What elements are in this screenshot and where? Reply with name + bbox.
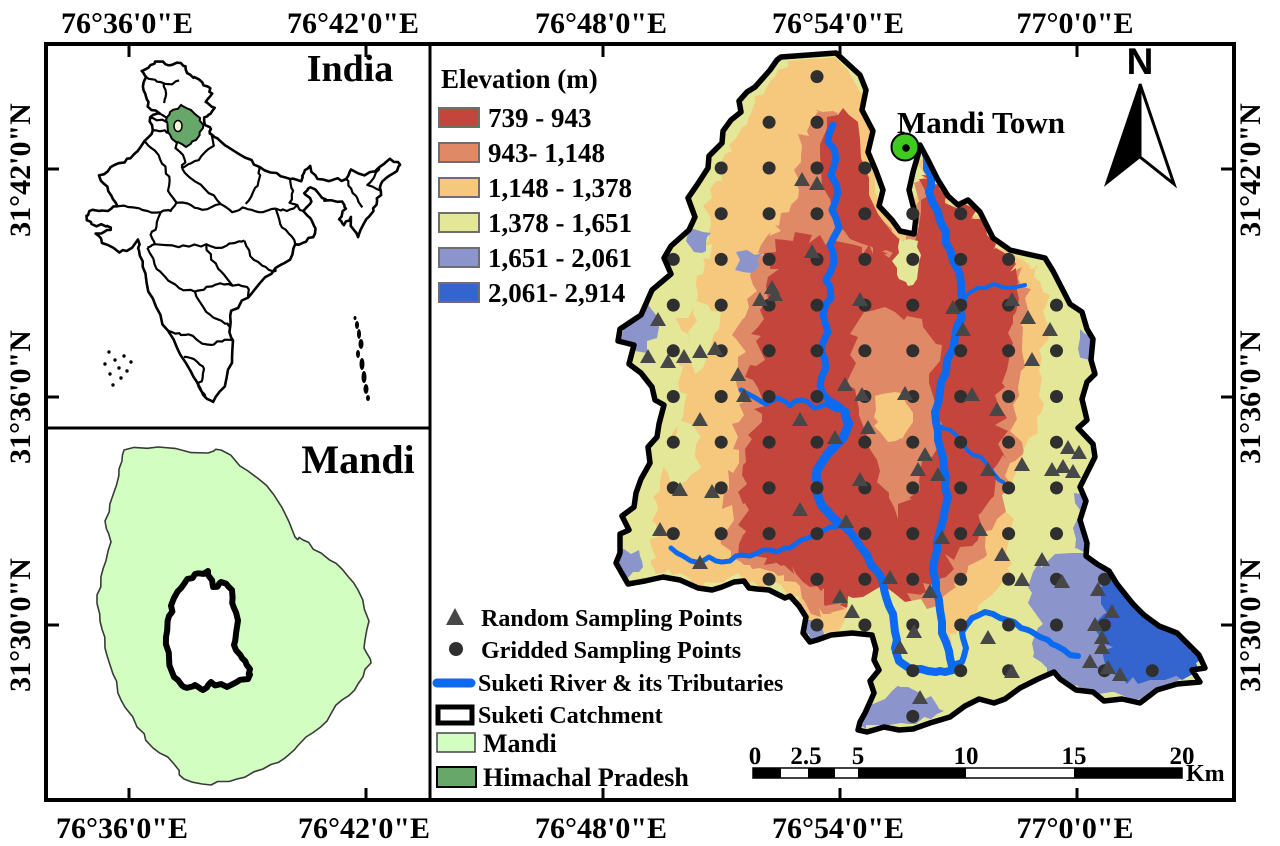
svg-text:31°36'0"N: 31°36'0"N (4, 330, 37, 464)
svg-text:76°36'0"E: 76°36'0"E (56, 812, 188, 845)
svg-text:1,378 - 1,651: 1,378 - 1,651 (488, 208, 632, 238)
svg-text:Mandi: Mandi (301, 437, 414, 482)
svg-text:5: 5 (852, 743, 865, 770)
svg-text:Random Sampling Points: Random Sampling Points (481, 606, 742, 632)
svg-text:76°48'0"E: 76°48'0"E (535, 812, 667, 845)
svg-text:2,061- 2,914: 2,061- 2,914 (488, 278, 625, 308)
svg-text:0: 0 (749, 743, 762, 770)
svg-text:1,148 - 1,378: 1,148 - 1,378 (488, 173, 632, 203)
svg-text:77°0'0"E: 77°0'0"E (1017, 7, 1134, 40)
svg-text:31°42'0"N: 31°42'0"N (1234, 103, 1267, 237)
svg-text:2.5: 2.5 (790, 743, 821, 770)
svg-text:Himachal Pradesh: Himachal Pradesh (483, 763, 689, 792)
svg-text:76°42'0"E: 76°42'0"E (287, 7, 419, 40)
svg-text:76°54'0"E: 76°54'0"E (772, 7, 904, 40)
svg-text:31°30'0"N: 31°30'0"N (1234, 558, 1267, 692)
svg-text:Km: Km (1186, 761, 1225, 787)
svg-text:31°36'0"N: 31°36'0"N (1234, 330, 1267, 464)
svg-text:Gridded Sampling Points: Gridded Sampling Points (481, 638, 741, 664)
svg-text:76°48'0"E: 76°48'0"E (535, 7, 667, 40)
svg-text:Suketi Catchment: Suketi Catchment (478, 703, 663, 729)
svg-text:Mandi: Mandi (483, 729, 557, 758)
svg-text:Elevation (m): Elevation (m) (441, 64, 598, 94)
svg-text:India: India (307, 48, 394, 90)
svg-text:Suketi River & its Tributaries: Suketi River & its Tributaries (478, 671, 783, 697)
svg-text:1,651 - 2,061: 1,651 - 2,061 (488, 243, 632, 273)
svg-text:77°0'0"E: 77°0'0"E (1017, 812, 1134, 845)
svg-text:15: 15 (1062, 743, 1087, 770)
svg-text:76°42'0"E: 76°42'0"E (298, 812, 430, 845)
svg-text:20: 20 (1170, 743, 1195, 770)
svg-text:10: 10 (954, 743, 979, 770)
svg-text:943- 1,148: 943- 1,148 (488, 138, 605, 168)
svg-text:31°30'0"N: 31°30'0"N (4, 558, 37, 692)
svg-text:739 - 943: 739 - 943 (488, 103, 592, 133)
svg-text:31°42'0"N: 31°42'0"N (4, 103, 37, 237)
svg-text:76°36'0"E: 76°36'0"E (61, 7, 193, 40)
svg-text:76°54'0"E: 76°54'0"E (772, 812, 904, 845)
svg-text:N: N (1127, 41, 1154, 82)
svg-text:Mandi Town: Mandi Town (897, 105, 1065, 140)
